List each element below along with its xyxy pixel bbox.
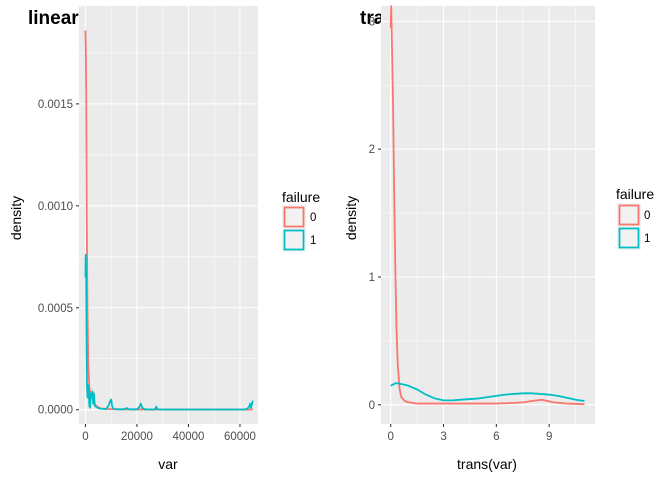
legend-title-trans: failure (616, 186, 654, 202)
y-axis-title-linear: density (8, 196, 24, 240)
y-tick-label-linear-2: 0.0010 (38, 201, 73, 213)
linear-chart: linear 0.0000 0.0005 0.0010 0.0015 0 20000 40… (8, 6, 320, 472)
y-tick-label-linear-3: 0.0015 (38, 99, 73, 111)
density-line-trans-failure-1 (390, 382, 585, 402)
chart-title-linear: linear (28, 8, 79, 29)
y-tick-label-linear-0: 0.0000 (38, 405, 73, 417)
y-tick-label-trans-3: 3 (369, 16, 375, 28)
series-layer-linear (84, 30, 254, 411)
density-line-linear-failure-1 (84, 253, 254, 411)
series-layer-trans (389, 5, 585, 406)
legend-key-0-trans (617, 203, 641, 227)
x-tick-label-linear-0: 0 (82, 431, 88, 443)
legend-title-linear: failure (282, 189, 320, 205)
x-axis-title-trans: trans(var) (457, 456, 517, 472)
y-tick-label-trans-2: 2 (369, 144, 375, 156)
legend-trans: failure 0 1 (616, 186, 654, 250)
legend-key-1-trans (617, 226, 641, 250)
legend-linear: failure 0 1 (282, 189, 320, 252)
x-tick-label-linear-2: 40000 (172, 431, 204, 443)
plot-panel-trans (381, 6, 595, 424)
y-tick-label-trans-1: 1 (369, 272, 375, 284)
y-tick-label-trans-0: 0 (369, 400, 375, 412)
x-tick-label-trans-3: 9 (546, 431, 552, 443)
x-axis-trans: 0 3 6 9 (387, 424, 552, 443)
y-tick-label-linear-1: 0.0005 (38, 303, 73, 315)
x-tick-label-linear-3: 60000 (224, 431, 256, 443)
legend-label-0-linear: 0 (310, 212, 316, 224)
x-tick-label-trans-1: 3 (440, 431, 446, 443)
legend-label-1-trans: 1 (644, 233, 650, 245)
x-tick-label-trans-0: 0 (387, 431, 393, 443)
x-tick-label-linear-1: 20000 (121, 431, 153, 443)
y-axis-trans: 0 1 2 3 (369, 16, 381, 412)
density-line-trans-failure-0 (389, 5, 585, 406)
x-axis-linear: 0 20000 40000 60000 (82, 424, 256, 443)
x-axis-title-linear: var (158, 456, 178, 472)
x-tick-label-trans-2: 6 (493, 431, 499, 443)
y-axis-linear: 0.0000 0.0005 0.0010 0.0015 (38, 99, 79, 417)
legend-label-1-linear: 1 (310, 235, 316, 247)
legend-key-0-linear (282, 205, 306, 229)
legend-key-1-linear (282, 228, 306, 252)
y-axis-title-trans: density (343, 196, 359, 240)
plot-panel-linear (79, 6, 258, 424)
gridlines-trans (381, 6, 595, 424)
legend-label-0-trans: 0 (644, 210, 650, 222)
